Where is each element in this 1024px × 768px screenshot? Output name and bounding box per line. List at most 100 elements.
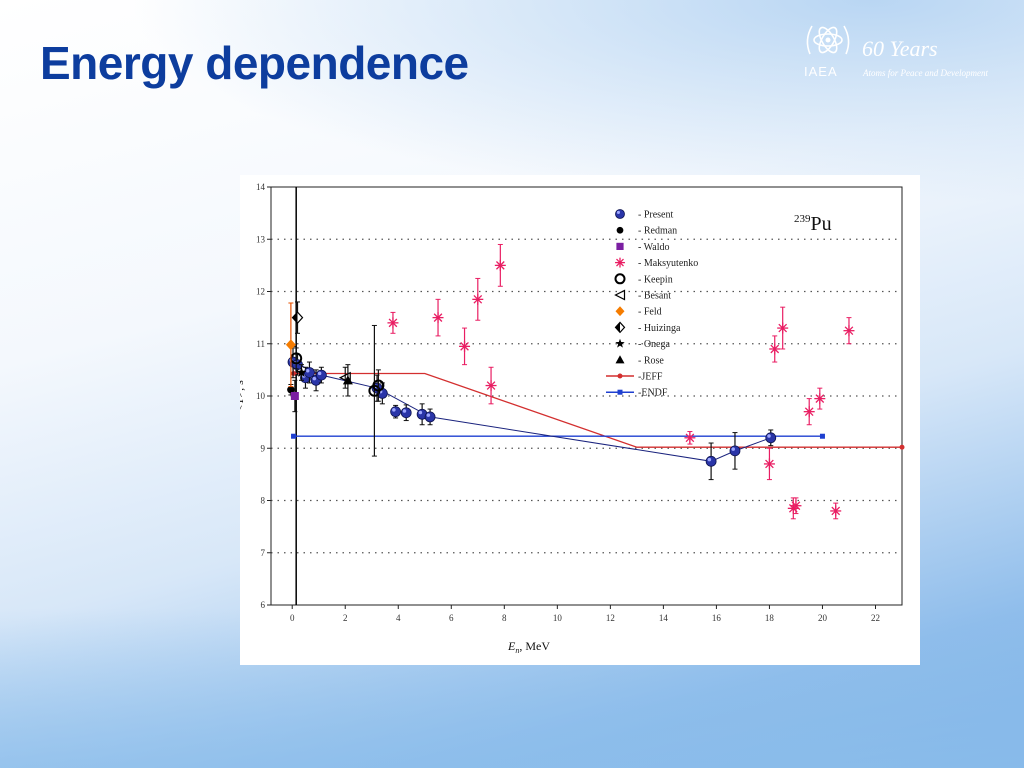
- legend-label: - Onega: [638, 339, 670, 350]
- x-tick-label: 6: [449, 613, 454, 623]
- axis-ticks: 0 2 4 6 8 10 12 14 16 18 20 22 6 7 8 9 10 11 12 13 14: [256, 182, 880, 623]
- sphere-marker: [705, 455, 717, 467]
- iaea-atom-emblem-icon: [806, 25, 850, 55]
- slide-title: Energy dependence: [40, 37, 469, 89]
- legend-label: - Rose: [638, 355, 664, 366]
- evaluation-lines: [291, 359, 905, 462]
- asterisk-stroke: [791, 501, 801, 511]
- x-tick-label: 12: [606, 613, 615, 623]
- x-tick-label: 14: [659, 613, 669, 623]
- line--jeff: [291, 359, 902, 448]
- sphere-highlight: [402, 409, 407, 413]
- legend-label: -JEFF: [638, 372, 663, 383]
- asterisk-stroke: [460, 342, 469, 351]
- triangle-marker: [615, 355, 625, 364]
- gridlines: [271, 238, 902, 554]
- sphere-highlight: [767, 434, 771, 438]
- legend-label: - Huizinga: [638, 323, 681, 334]
- line-node: [899, 444, 905, 450]
- logo-anniversary: 60 Years: [862, 36, 938, 61]
- legend-line-node: [617, 373, 623, 379]
- asterisk-stroke: [815, 394, 825, 403]
- asterisk-stroke: [831, 506, 841, 516]
- line-present-trend: [292, 361, 771, 462]
- sphere-highlight: [305, 368, 310, 373]
- x-axis-title: En, MeV: [507, 639, 550, 655]
- x-tick-label: 16: [712, 613, 722, 623]
- triangle-left-marker: [614, 289, 626, 301]
- legend-label: -ENDF: [638, 388, 668, 399]
- diamond-marker: [615, 306, 625, 317]
- sphere-marker: [424, 411, 436, 423]
- isotope-label: 239Pu: [794, 213, 832, 235]
- star-marker: [296, 367, 307, 377]
- asterisk-stroke: [486, 381, 496, 390]
- legend-label: - Redman: [638, 226, 677, 237]
- legend-label: - Maksyutenko: [638, 258, 698, 269]
- legend-label: - Present: [638, 210, 673, 221]
- series-present: [287, 345, 777, 481]
- logo-org-name: IAEA: [804, 64, 838, 79]
- sphere-marker: [400, 407, 412, 419]
- square-marker: [290, 392, 299, 400]
- line-node: [819, 433, 825, 439]
- logo-tagline: Atoms for Peace and Development: [863, 68, 988, 78]
- sphere-marker: [315, 369, 327, 381]
- x-tick-label: 2: [343, 613, 348, 623]
- y-tick-label: 10: [256, 391, 266, 401]
- sphere-highlight: [418, 410, 423, 415]
- y-tick-label: 9: [261, 443, 266, 453]
- series-keepin: [290, 324, 385, 457]
- legend-label: - Besant: [638, 291, 671, 302]
- x-tick-label: 20: [818, 613, 828, 623]
- asterisk-stroke: [473, 294, 483, 304]
- plot-frame: [270, 186, 903, 606]
- sphere-marker: [729, 445, 741, 457]
- sphere-highlight: [707, 457, 712, 462]
- sphere-highlight: [426, 413, 431, 417]
- asterisk-stroke: [844, 326, 854, 336]
- diamond-fill: [615, 322, 620, 333]
- sphere-highlight: [731, 447, 735, 451]
- series-feld: [285, 302, 296, 388]
- asterisk-stroke: [765, 459, 774, 469]
- dot-marker: [287, 385, 295, 394]
- asterisk-stroke: [433, 313, 443, 322]
- y-tick-label: 6: [261, 600, 266, 610]
- chart-panel: 0 2 4 6 8 10 12 14 16 18 20 22 6 7 8 9 10 11 12 13 14 - Prese…: [240, 175, 920, 665]
- chart-svg: 0 2 4 6 8 10 12 14 16 18 20 22 6 7 8 9 10 11 12 13 14 - Prese…: [240, 182, 905, 655]
- star-marker: [615, 338, 625, 348]
- dot-marker: [616, 226, 624, 234]
- legend-label: - Keepin: [638, 274, 673, 285]
- series-waldo: [290, 379, 299, 413]
- sphere-marker: [615, 209, 625, 219]
- legend-line-node: [617, 389, 623, 395]
- sphere-highlight: [616, 210, 620, 214]
- y-tick-label: 13: [256, 234, 266, 244]
- sphere-marker: [765, 432, 777, 444]
- series-maksyutenko: [387, 243, 855, 520]
- square-marker: [616, 242, 624, 250]
- y-tick-label: 7: [261, 548, 266, 558]
- legend: - Present - Redman - Waldo - Maksyutenko - K…: [606, 209, 698, 399]
- sphere-marker: [390, 406, 402, 418]
- y-tick-label: 11: [256, 339, 265, 349]
- legend-label: - Waldo: [638, 242, 670, 253]
- series-rose: [342, 364, 353, 397]
- sphere-highlight: [317, 371, 322, 376]
- y-tick-label: 14: [256, 182, 266, 192]
- sphere-highlight: [312, 376, 317, 381]
- series-huizinga: [291, 301, 304, 334]
- x-tick-label: 4: [396, 613, 401, 623]
- open-circle-marker: [372, 379, 385, 392]
- triangle-marker: [342, 375, 353, 385]
- open-circle-marker: [614, 273, 626, 285]
- asterisk-stroke: [685, 433, 695, 443]
- asterisk-stroke: [770, 344, 780, 354]
- x-tick-label: 0: [290, 613, 295, 623]
- series-onega: [296, 364, 307, 381]
- diamond-marker: [285, 339, 296, 351]
- x-tick-label: 18: [765, 613, 775, 623]
- x-tick-label: 10: [553, 613, 563, 623]
- asterisk-stroke: [616, 258, 624, 267]
